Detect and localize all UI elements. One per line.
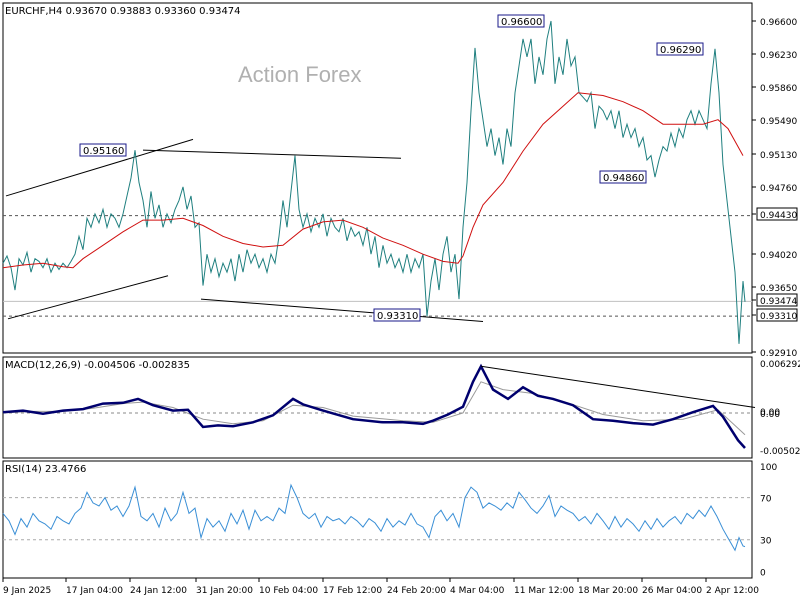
trendline-2 bbox=[142, 149, 402, 159]
price-axis: 0.96600 0.96230 0.95860 0.95490 0.95130 0.947… bbox=[752, 18, 798, 359]
rsi-tick-label-2: 30 bbox=[760, 537, 772, 547]
time-tick-label-5: 17 Feb 12:00 bbox=[323, 586, 382, 596]
rsi-panel: RSI(14) 23.4766 bbox=[2, 460, 753, 579]
time-tick-label-6: 24 Feb 20:00 bbox=[387, 586, 446, 596]
trendline-0 bbox=[5, 138, 194, 197]
trendline-3 bbox=[200, 298, 484, 322]
price-tick-label-4: 0.95130 bbox=[760, 151, 797, 161]
rsi-tick-label-3: 0 bbox=[760, 568, 766, 578]
price-tick-label-6: 0.94430 bbox=[760, 211, 797, 221]
price-tick-label-0: 0.96600 bbox=[760, 18, 797, 28]
price-tick-label-8: 0.93650 bbox=[760, 284, 797, 294]
time-tick-label-2: 24 Jan 12:00 bbox=[130, 586, 187, 596]
price-tick-label-7: 0.94020 bbox=[760, 251, 797, 261]
rsi-tick-label-1: 70 bbox=[760, 495, 772, 505]
price-annotation-label-4: 0.93310 bbox=[377, 311, 418, 322]
price-tick-label-10: 0.93310 bbox=[760, 312, 797, 322]
price-tick-label-9: 0.93474 bbox=[760, 297, 797, 307]
price-series bbox=[2, 20, 746, 344]
rsi-line bbox=[2, 483, 746, 552]
time-tick-label-10: 26 Mar 04:00 bbox=[642, 586, 702, 596]
macd-tick-label-3: -0.00502 bbox=[760, 447, 800, 457]
time-tick-label-1: 17 Jan 04:00 bbox=[66, 586, 123, 596]
price-tick-label-5: 0.94760 bbox=[760, 184, 797, 194]
time-tick-label-4: 10 Feb 04:00 bbox=[259, 586, 318, 596]
price-annotation-label-0: 0.95160 bbox=[83, 146, 124, 157]
time-tick-label-8: 11 Mar 12:00 bbox=[514, 586, 574, 596]
price-annotation-label-3: 0.94860 bbox=[603, 173, 644, 184]
time-tick-label-0: 9 Jan 2025 bbox=[3, 586, 51, 596]
price-tick-box-9 bbox=[756, 293, 798, 307]
price-tick-label-11: 0.92910 bbox=[760, 349, 797, 359]
macd-tick-label-1: 0.00 bbox=[760, 408, 780, 418]
price-tick-label-3: 0.95490 bbox=[760, 117, 797, 127]
price-tick-label-2: 0.95860 bbox=[760, 84, 797, 94]
rsi-axis: 100 70 30 0 bbox=[760, 463, 777, 578]
rsi-tick-label-0: 100 bbox=[760, 463, 777, 473]
price-annotation-box-1 bbox=[497, 14, 545, 28]
price-annotation-box-0 bbox=[79, 143, 127, 157]
time-axis: 9 Jan 2025 17 Jan 04:00 24 Jan 12:00 31 Jan… bbox=[2, 578, 759, 596]
price-annotation-box-4 bbox=[373, 308, 421, 322]
time-tick-label-7: 4 Mar 04:00 bbox=[450, 586, 505, 596]
time-tick-label-11: 2 Apr 12:00 bbox=[706, 586, 759, 596]
macd-trendline bbox=[480, 365, 756, 408]
rsi-panel-title: RSI(14) 23.4766 bbox=[5, 464, 86, 475]
watermark: Action Forex bbox=[238, 62, 362, 87]
price-annotation-box-2 bbox=[656, 42, 704, 56]
price-panel: Action Forex EURCHF,H4 0.93670 0.93883 0… bbox=[2, 2, 753, 354]
macd-panel-title: MACD(12,26,9) -0.004506 -0.002835 bbox=[5, 360, 190, 371]
time-tick-label-9: 18 Mar 20:00 bbox=[578, 586, 638, 596]
trendline-1 bbox=[7, 275, 169, 320]
moving-average-line bbox=[2, 92, 744, 269]
macd-tick-label-2: 0.00 bbox=[760, 410, 780, 420]
time-tick-label-3: 31 Jan 20:00 bbox=[196, 586, 253, 596]
price-annotation-box-3 bbox=[599, 170, 647, 184]
macd-panel: MACD(12,26,9) -0.004506 -0.002835 bbox=[2, 356, 756, 459]
price-tick-box-10 bbox=[756, 308, 798, 322]
price-tick-label-1: 0.96230 bbox=[760, 51, 797, 61]
macd-line bbox=[2, 363, 746, 449]
price-annotation-label-1: 0.96600 bbox=[501, 17, 542, 28]
price-annotation-label-2: 0.96290 bbox=[660, 45, 701, 56]
price-tick-box-6 bbox=[756, 207, 798, 221]
price-panel-title: EURCHF,H4 0.93670 0.93883 0.93360 0.9347… bbox=[5, 6, 241, 17]
macd-tick-label-0: 0.006292 bbox=[760, 360, 800, 370]
